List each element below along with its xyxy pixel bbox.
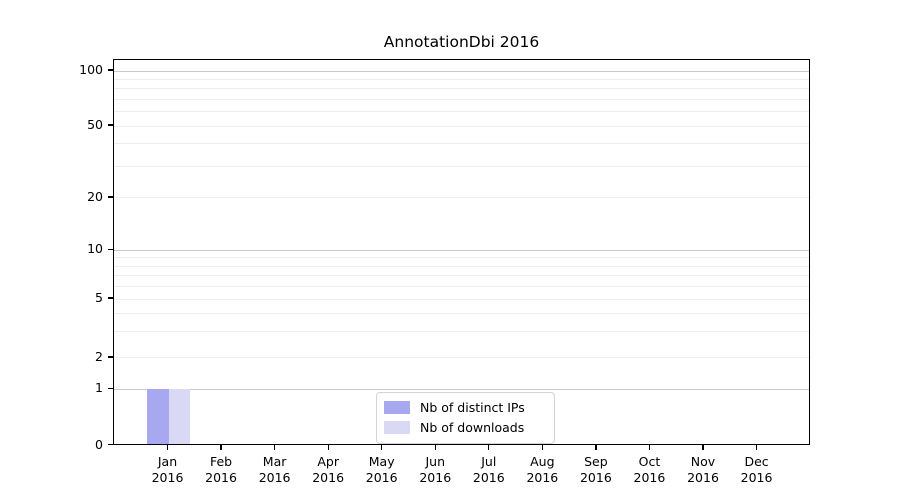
minor-gridline xyxy=(114,312,809,314)
y-tick-mark xyxy=(107,356,113,358)
legend-swatch-icon xyxy=(384,421,410,434)
minor-gridline xyxy=(114,88,809,90)
y-tick-label: 5 xyxy=(95,290,103,305)
y-tick-label: 10 xyxy=(87,241,103,257)
x-tick-mark xyxy=(434,445,436,450)
x-tick-label-feb: Feb 2016 xyxy=(205,453,237,485)
x-tick-mark xyxy=(541,445,543,450)
x-tick-mark xyxy=(327,445,329,450)
y-tick-mark xyxy=(107,248,113,251)
legend-row: Nb of downloads xyxy=(384,418,545,438)
minor-gridline xyxy=(114,125,809,127)
legend: Nb of distinct IPs Nb of downloads xyxy=(376,391,555,444)
x-tick-mark xyxy=(220,445,222,450)
x-tick-label-sep: Sep 2016 xyxy=(579,453,612,485)
x-tick-label-apr: Apr 2016 xyxy=(312,453,345,485)
x-tick-label-dec: Dec 2016 xyxy=(740,453,773,485)
x-tick-mark xyxy=(488,445,490,450)
plot-area: Nb of distinct IPs Nb of downloads xyxy=(113,58,810,445)
y-tick-label: 100 xyxy=(79,62,103,77)
y-tick-mark xyxy=(107,196,113,198)
minor-gridline xyxy=(114,78,809,80)
x-tick-mark xyxy=(273,445,276,450)
y-tick-mark xyxy=(107,387,113,390)
y-tick-label: 50 xyxy=(87,117,103,132)
minor-gridline xyxy=(114,357,809,359)
y-tick-label: 1 xyxy=(95,380,103,396)
x-tick-label-jan: Jan 2016 xyxy=(151,453,184,485)
x-tick-label-jun: Jun 2016 xyxy=(419,453,452,485)
x-tick-label-jul: Jul 2016 xyxy=(472,453,505,485)
minor-gridline xyxy=(114,285,809,287)
x-tick-mark xyxy=(755,445,758,450)
y-tick-mark xyxy=(107,297,113,299)
x-tick-label-oct: Oct 2016 xyxy=(633,453,666,485)
legend-label: Nb of distinct IPs xyxy=(420,400,525,415)
bar-jan-downloads xyxy=(168,389,190,445)
x-tick-mark xyxy=(702,445,704,450)
legend-label: Nb of downloads xyxy=(420,420,525,435)
chart-title: AnnotationDbi 2016 xyxy=(383,33,540,51)
y-tick-mark xyxy=(107,443,113,446)
minor-gridline xyxy=(114,165,809,167)
minor-gridline xyxy=(114,298,809,300)
y-tick-label: 20 xyxy=(87,188,103,204)
minor-gridline xyxy=(114,111,809,113)
x-tick-mark xyxy=(381,445,383,450)
minor-gridline xyxy=(114,197,809,199)
major-gridline xyxy=(114,70,809,72)
bar-jan-distinct-ips xyxy=(147,389,169,445)
x-tick-label-mar: Mar 2016 xyxy=(258,453,291,485)
minor-gridline xyxy=(114,331,809,333)
minor-gridline xyxy=(114,98,809,100)
major-gridline xyxy=(114,249,809,251)
y-tick-label: 0 xyxy=(95,436,103,452)
minor-gridline xyxy=(114,143,809,145)
x-tick-label-nov: Nov 2016 xyxy=(687,453,719,485)
minor-gridline xyxy=(114,257,809,259)
x-tick-mark xyxy=(595,445,597,450)
y-tick-mark xyxy=(107,69,113,71)
x-tick-label-aug: Aug 2016 xyxy=(526,453,559,485)
y-tick-label: 2 xyxy=(95,348,103,364)
minor-gridline xyxy=(114,265,809,267)
x-tick-mark xyxy=(166,445,169,450)
y-tick-mark xyxy=(107,124,113,126)
legend-swatch-icon xyxy=(384,401,410,414)
minor-gridline xyxy=(114,274,809,276)
legend-row: Nb of distinct IPs xyxy=(384,398,545,418)
x-tick-label-may: May 2016 xyxy=(365,453,398,485)
major-gridline xyxy=(114,388,809,390)
x-tick-mark xyxy=(648,445,651,450)
